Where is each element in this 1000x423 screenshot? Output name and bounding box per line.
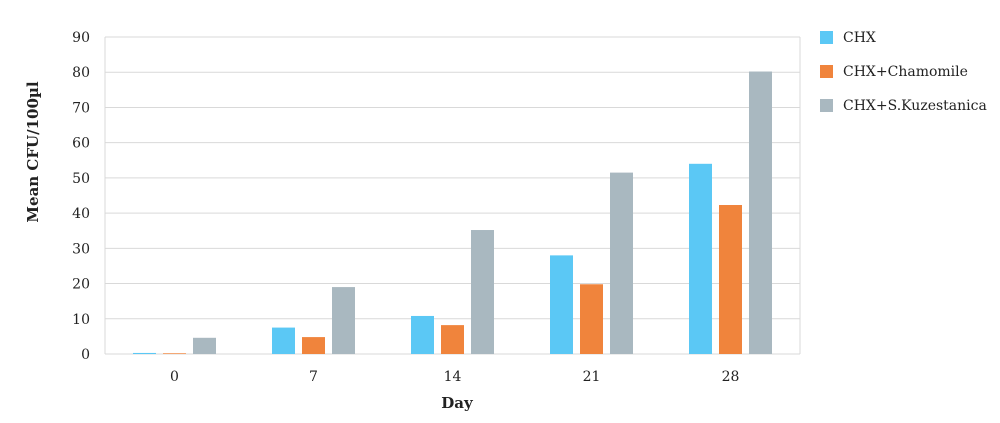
x-tick-label: 7: [309, 369, 318, 385]
x-tick-label: 0: [170, 369, 179, 385]
y-tick-label: 90: [72, 30, 90, 46]
bar-chx-s-kuzestanica-day-14: [471, 230, 494, 354]
y-tick-label: 0: [81, 347, 90, 363]
y-tick-label: 30: [72, 241, 90, 257]
bar-chx-day-28: [689, 163, 712, 354]
legend-label: CHX+Chamomile: [843, 64, 968, 80]
bar-chx-day-7: [272, 327, 295, 354]
bars: [133, 71, 772, 355]
bar-chx-chamomile-day-7: [302, 337, 325, 354]
bar-chx-day-0: [133, 352, 156, 354]
bar-chx-s-kuzestanica-day-21: [610, 172, 633, 354]
bar-chx-chamomile-day-21: [580, 284, 603, 354]
y-axis-title: Mean CFU/100µl: [24, 81, 42, 222]
x-axis-title: Day: [441, 394, 474, 412]
legend-swatch: [820, 99, 833, 112]
legend-label: CHX: [843, 30, 876, 46]
y-tick-label: 70: [72, 100, 90, 116]
bar-chx-s-kuzestanica-day-7: [332, 287, 355, 354]
y-tick-label: 40: [72, 206, 90, 222]
bar-chx-s-kuzestanica-day-0: [193, 337, 216, 354]
bar-chx-chamomile-day-0: [163, 353, 186, 354]
x-axis-ticks: 0 7 14 21 28: [170, 369, 739, 385]
legend-swatch: [820, 31, 833, 44]
bar-chx-day-21: [550, 255, 573, 354]
y-tick-label: 20: [72, 277, 90, 293]
bar-chx-chamomile-day-28: [719, 205, 742, 354]
y-axis-ticks: 0 10 20 30 40 50 60 70 80 90: [72, 30, 90, 363]
y-tick-label: 80: [72, 65, 90, 81]
x-tick-label: 14: [444, 369, 462, 385]
legend-label: CHX+S.Kuzestanica: [843, 98, 987, 114]
bar-chx-s-kuzestanica-day-28: [749, 71, 772, 355]
bar-chx-chamomile-day-14: [441, 325, 464, 354]
grid: [104, 36, 801, 355]
x-tick-label: 21: [583, 369, 601, 385]
x-tick-label: 28: [722, 369, 740, 385]
y-tick-label: 50: [72, 171, 90, 187]
y-tick-label: 10: [72, 312, 90, 328]
legend: CHX CHX+Chamomile CHX+S.Kuzestanica: [820, 30, 987, 114]
legend-swatch: [820, 65, 833, 78]
bar-chx-day-14: [411, 315, 434, 354]
y-tick-label: 60: [72, 136, 90, 152]
